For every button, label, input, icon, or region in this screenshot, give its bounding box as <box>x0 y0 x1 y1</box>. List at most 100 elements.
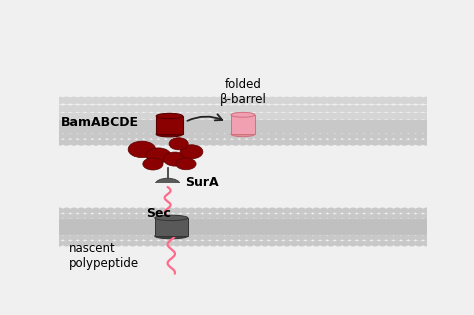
Circle shape <box>107 208 114 213</box>
Circle shape <box>100 208 107 213</box>
Ellipse shape <box>164 152 186 166</box>
Circle shape <box>408 133 416 139</box>
Circle shape <box>128 140 137 145</box>
Circle shape <box>304 106 314 112</box>
Circle shape <box>371 133 379 139</box>
Circle shape <box>408 235 416 240</box>
Circle shape <box>291 241 298 246</box>
Circle shape <box>114 133 122 139</box>
Circle shape <box>128 106 137 112</box>
Circle shape <box>401 241 408 246</box>
Circle shape <box>335 214 342 219</box>
Circle shape <box>246 208 254 213</box>
Circle shape <box>239 140 247 145</box>
Circle shape <box>106 113 116 119</box>
Circle shape <box>128 113 137 119</box>
Circle shape <box>276 208 283 213</box>
Circle shape <box>414 113 424 119</box>
Circle shape <box>401 140 409 145</box>
Circle shape <box>253 106 263 112</box>
Circle shape <box>173 140 181 145</box>
Circle shape <box>416 208 423 213</box>
Circle shape <box>238 97 248 104</box>
Circle shape <box>187 140 196 145</box>
Circle shape <box>151 241 158 246</box>
Circle shape <box>393 214 401 219</box>
Circle shape <box>70 235 78 240</box>
Circle shape <box>187 133 196 139</box>
Circle shape <box>313 214 320 219</box>
Circle shape <box>129 208 137 213</box>
Circle shape <box>267 106 277 112</box>
Circle shape <box>151 133 159 139</box>
Circle shape <box>298 214 305 219</box>
Circle shape <box>136 133 144 139</box>
Circle shape <box>209 97 219 104</box>
Circle shape <box>99 113 108 119</box>
Circle shape <box>232 214 239 219</box>
Circle shape <box>275 140 284 145</box>
Circle shape <box>319 133 328 139</box>
Circle shape <box>239 241 246 246</box>
Circle shape <box>231 113 240 119</box>
Circle shape <box>69 113 79 119</box>
Circle shape <box>63 235 70 240</box>
Circle shape <box>195 208 202 213</box>
Circle shape <box>76 106 86 112</box>
Circle shape <box>342 214 349 219</box>
Circle shape <box>194 113 204 119</box>
Text: SurA: SurA <box>185 176 219 189</box>
Circle shape <box>334 113 343 119</box>
Circle shape <box>158 140 166 145</box>
Circle shape <box>217 214 225 219</box>
Circle shape <box>113 113 123 119</box>
Circle shape <box>135 113 145 119</box>
Circle shape <box>349 133 357 139</box>
Circle shape <box>179 113 189 119</box>
Circle shape <box>122 241 129 246</box>
Circle shape <box>370 113 380 119</box>
Circle shape <box>341 113 351 119</box>
Ellipse shape <box>128 141 155 158</box>
Circle shape <box>144 235 151 240</box>
Circle shape <box>76 97 86 104</box>
Circle shape <box>172 97 182 104</box>
Circle shape <box>188 241 195 246</box>
Circle shape <box>269 214 276 219</box>
Circle shape <box>62 113 72 119</box>
Circle shape <box>342 140 350 145</box>
Circle shape <box>63 133 71 139</box>
Circle shape <box>386 140 394 145</box>
Circle shape <box>92 241 100 246</box>
Circle shape <box>63 208 70 213</box>
Circle shape <box>379 214 386 219</box>
Circle shape <box>416 235 423 240</box>
Circle shape <box>55 106 64 112</box>
Circle shape <box>386 241 393 246</box>
Circle shape <box>216 97 226 104</box>
Circle shape <box>69 106 79 112</box>
Circle shape <box>173 235 181 240</box>
Circle shape <box>378 113 387 119</box>
Circle shape <box>276 214 283 219</box>
Circle shape <box>63 241 70 246</box>
Circle shape <box>275 133 284 139</box>
Circle shape <box>70 241 78 246</box>
Circle shape <box>283 241 291 246</box>
Circle shape <box>349 140 357 145</box>
Circle shape <box>422 140 431 145</box>
Circle shape <box>143 140 152 145</box>
Bar <box>59 219 427 235</box>
Circle shape <box>239 208 246 213</box>
Circle shape <box>166 235 173 240</box>
Circle shape <box>423 241 430 246</box>
Circle shape <box>313 235 320 240</box>
Circle shape <box>283 214 291 219</box>
Text: folded
β-barrel: folded β-barrel <box>220 78 267 106</box>
Circle shape <box>144 241 151 246</box>
Circle shape <box>246 214 254 219</box>
Circle shape <box>348 106 358 112</box>
Circle shape <box>194 106 204 112</box>
Circle shape <box>232 208 239 213</box>
Circle shape <box>202 235 210 240</box>
